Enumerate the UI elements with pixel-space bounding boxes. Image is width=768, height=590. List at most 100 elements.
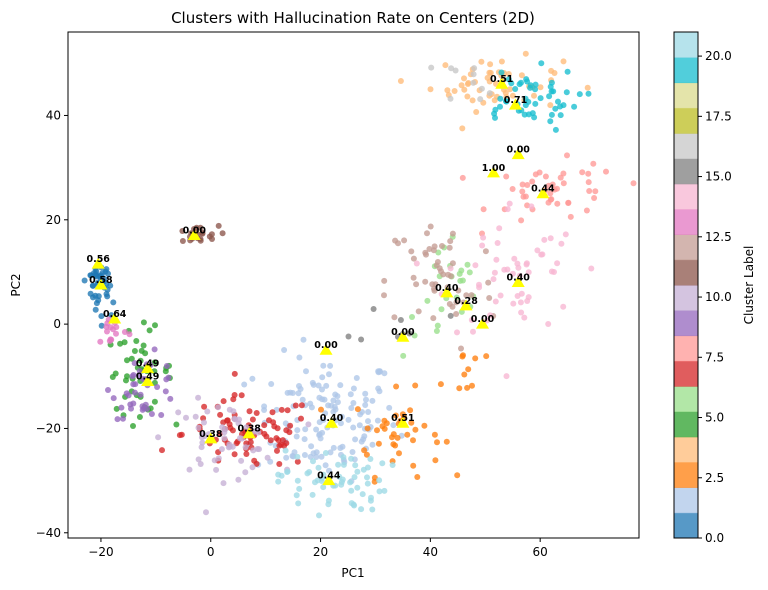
y-tick-label: 20 xyxy=(46,213,61,227)
data-point xyxy=(320,362,327,369)
data-point xyxy=(107,336,114,343)
data-point xyxy=(456,385,463,392)
cluster-center-marker xyxy=(511,148,525,160)
cluster-center-rate-label: 0.64 xyxy=(103,309,127,320)
data-point xyxy=(131,360,138,367)
data-point xyxy=(316,512,322,519)
cluster-center-marker xyxy=(108,312,122,324)
data-point xyxy=(428,64,435,71)
data-point xyxy=(411,332,418,339)
cluster-center-marker xyxy=(141,375,155,387)
data-point xyxy=(408,419,415,426)
data-point xyxy=(494,240,501,246)
data-point xyxy=(586,188,593,194)
data-point xyxy=(560,58,567,65)
data-point xyxy=(213,466,220,473)
colorbar-label: Cluster Label xyxy=(742,246,756,325)
data-point xyxy=(154,384,161,390)
data-point xyxy=(123,390,130,397)
data-point xyxy=(409,314,415,320)
data-point xyxy=(320,484,327,491)
data-point xyxy=(317,435,324,442)
data-point xyxy=(459,125,466,132)
cluster-center-rate-label: 0.49 xyxy=(136,359,159,370)
data-point xyxy=(279,437,286,444)
data-point xyxy=(458,267,465,274)
points-layer xyxy=(81,50,637,519)
data-point xyxy=(146,327,153,334)
data-point xyxy=(294,453,301,460)
colorbar-segment xyxy=(674,285,698,311)
data-point xyxy=(139,403,146,410)
colorbar-segment xyxy=(674,462,698,488)
data-point xyxy=(449,303,456,310)
data-point xyxy=(584,84,591,91)
data-point xyxy=(470,71,477,78)
data-point xyxy=(519,188,526,195)
data-point xyxy=(309,491,316,498)
data-point xyxy=(522,50,529,57)
data-point xyxy=(310,458,316,465)
cluster-center-rate-label: 0.00 xyxy=(471,314,495,325)
data-point xyxy=(328,402,335,409)
data-point xyxy=(309,379,316,386)
data-point xyxy=(469,97,476,104)
data-point xyxy=(347,391,354,398)
cluster-center-marker xyxy=(141,361,155,374)
data-point xyxy=(114,416,121,423)
data-point xyxy=(224,417,231,424)
data-point xyxy=(472,355,479,362)
data-point xyxy=(140,342,147,349)
data-point xyxy=(434,259,441,265)
data-point xyxy=(358,506,365,513)
data-point xyxy=(151,398,158,405)
data-point xyxy=(364,474,370,481)
data-point xyxy=(511,255,518,262)
data-point xyxy=(554,200,561,207)
data-point xyxy=(323,382,330,389)
data-point xyxy=(275,471,282,478)
data-point xyxy=(242,469,249,476)
colorbar-tick-label: 15.0 xyxy=(705,170,732,184)
colorbar-segment xyxy=(674,512,698,539)
data-point xyxy=(564,68,571,75)
data-point xyxy=(243,424,250,431)
data-point xyxy=(424,230,430,237)
data-point xyxy=(485,279,492,286)
data-point xyxy=(449,230,456,237)
data-point xyxy=(546,93,553,100)
data-point xyxy=(136,414,143,420)
data-point xyxy=(348,455,355,462)
data-point xyxy=(464,384,471,391)
data-point xyxy=(496,225,503,232)
x-tick-label: −20 xyxy=(88,545,113,559)
data-point xyxy=(381,487,388,494)
data-point xyxy=(487,312,494,319)
data-point xyxy=(532,86,539,93)
data-point xyxy=(136,372,142,379)
data-point xyxy=(301,452,308,458)
data-point xyxy=(519,181,526,188)
cluster-center-marker xyxy=(440,286,454,298)
data-point xyxy=(97,338,104,345)
data-point xyxy=(492,298,499,305)
cluster-center-marker xyxy=(396,416,410,428)
data-point xyxy=(459,353,466,360)
data-point xyxy=(330,397,337,404)
data-point xyxy=(537,95,544,102)
cluster-center-marker xyxy=(511,275,525,287)
data-point xyxy=(370,306,377,312)
data-point xyxy=(313,454,320,460)
x-tick-label: 20 xyxy=(313,545,328,559)
data-point xyxy=(256,446,262,453)
data-point xyxy=(424,297,431,304)
data-point xyxy=(505,71,512,77)
data-point xyxy=(353,375,360,381)
data-point xyxy=(197,224,204,231)
data-point xyxy=(113,330,119,337)
data-point xyxy=(461,86,468,93)
cluster-center-rate-label: 0.56 xyxy=(86,254,110,265)
data-point xyxy=(491,269,498,276)
data-point xyxy=(453,299,460,306)
data-point xyxy=(221,435,228,442)
